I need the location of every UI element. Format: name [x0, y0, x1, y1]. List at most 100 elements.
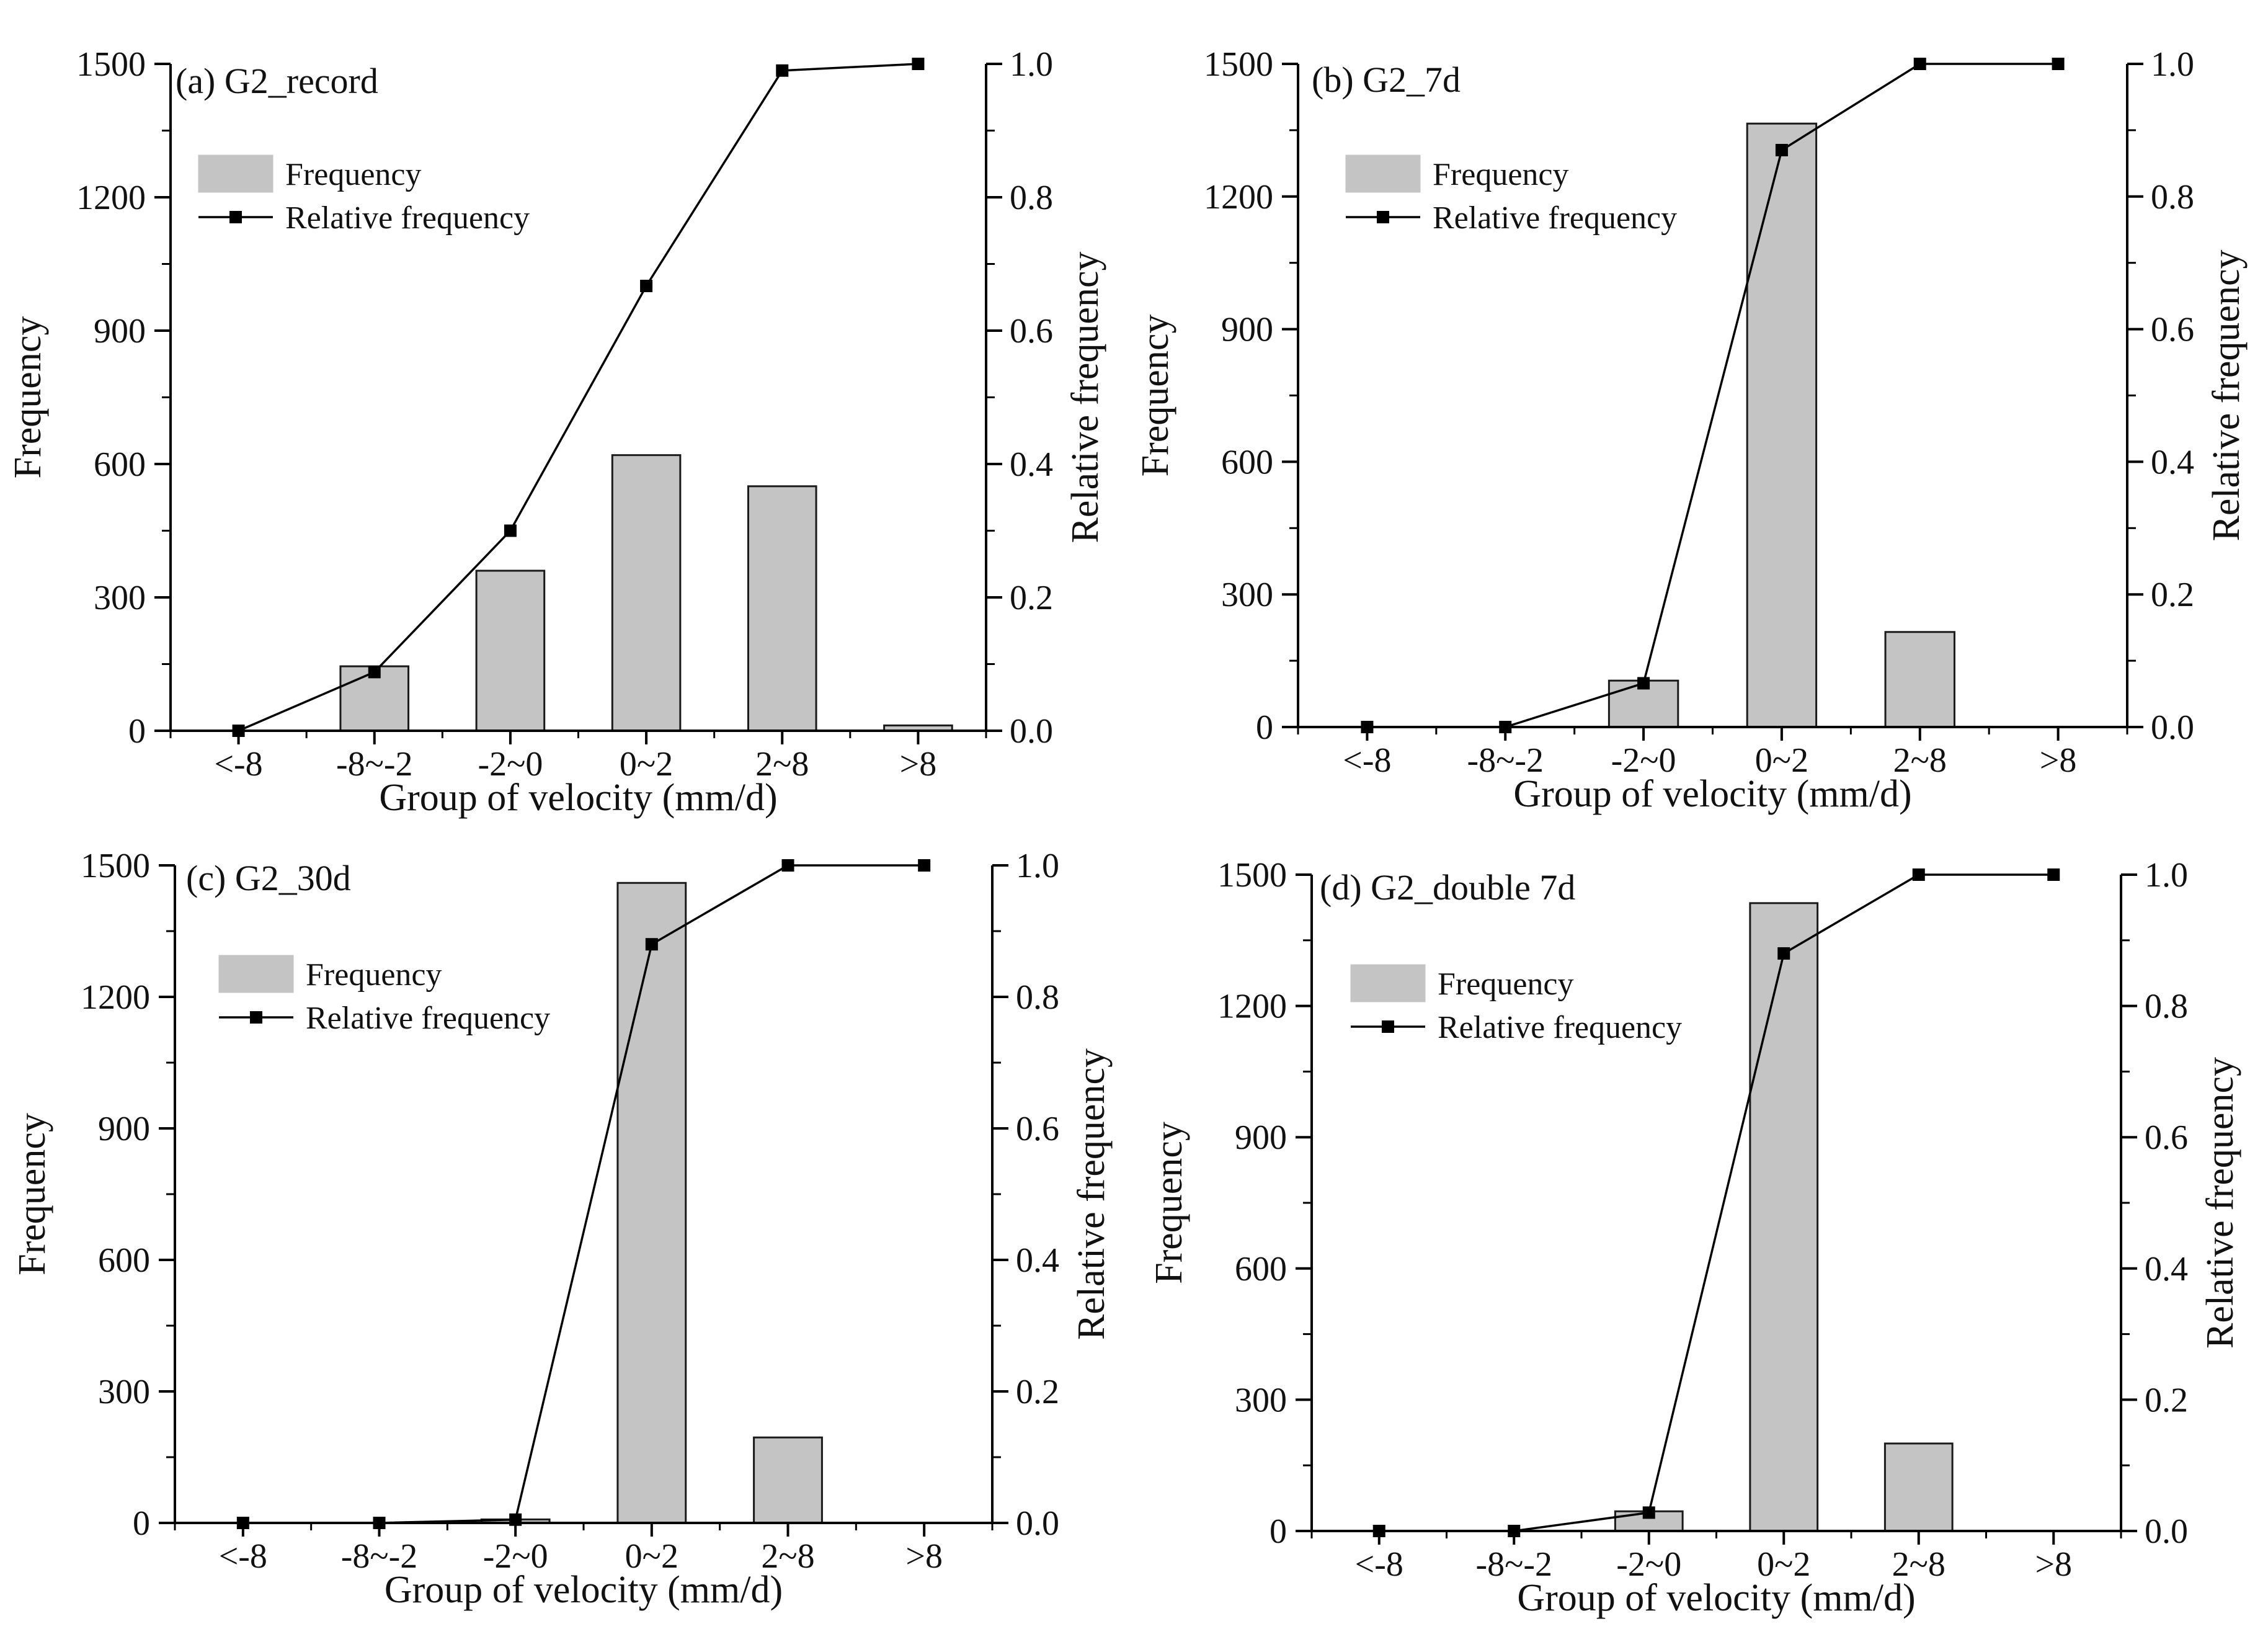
legend-line-marker [1382, 1020, 1394, 1033]
x-axis-title: Group of velocity (mm/d) [1517, 1577, 1915, 1619]
left-tick-label: 600 [1221, 443, 1273, 481]
legend-bar-swatch [1350, 964, 1426, 1002]
left-tick-label: 1500 [1204, 45, 1273, 84]
legend-frequency-label: Frequency [285, 157, 421, 192]
bar-3 [611, 454, 682, 732]
x-tick-label: -8~-2 [1467, 741, 1544, 780]
legend-bar-swatch [1345, 154, 1421, 193]
left-tick-label: 0 [133, 1504, 150, 1543]
x-tick-label: <-8 [214, 745, 262, 783]
panel-title: (d) G2_double 7d [1320, 867, 1575, 908]
x-tick-label: >8 [900, 745, 937, 783]
chart-panel-1: 0 300 600 900 1200 1500 0.0 0.2 0.4 0.6 0.8 1.0 <-8 -… [1134, 45, 2248, 815]
left-tick-label: 0 [1270, 1512, 1287, 1551]
line-marker-2 [504, 524, 517, 537]
left-tick-label: 1200 [81, 978, 150, 1017]
right-tick-label: 0.0 [1010, 712, 1053, 751]
x-tick-label: >8 [2040, 741, 2077, 780]
left-tick-label: 300 [98, 1373, 150, 1411]
left-tick-label: 600 [98, 1241, 150, 1280]
x-axis-title: Group of velocity (mm/d) [1513, 773, 1911, 815]
x-tick-label: 0~2 [1757, 1545, 1810, 1584]
x-tick-label: -8~-2 [1475, 1545, 1552, 1584]
right-tick-label: 1.0 [2145, 856, 2188, 895]
x-tick-label: -2~0 [483, 1537, 548, 1576]
bar-3 [1749, 902, 1819, 1532]
panel-title: (c) G2_30d [186, 858, 351, 898]
right-tick-label: 0.2 [2151, 576, 2194, 614]
right-tick-label: 0.8 [2151, 178, 2194, 216]
x-tick-label: <-8 [219, 1537, 267, 1576]
left-tick-label: 1200 [76, 179, 146, 217]
x-tick-label: -2~0 [1611, 741, 1676, 780]
x-tick-label: <-8 [1343, 741, 1391, 780]
panel-title: (b) G2_7d [1312, 60, 1461, 100]
line-marker-5 [2047, 868, 2060, 881]
line-marker-5 [918, 859, 931, 872]
x-tick-label: 0~2 [1755, 741, 1808, 780]
left-tick-label: 1500 [1217, 856, 1287, 895]
x-tick-label: -8~-2 [341, 1537, 418, 1576]
right-tick-label: 0.4 [1010, 445, 1053, 484]
left-tick-label: 900 [1221, 311, 1273, 349]
chart-panel-3: 0 300 600 900 1200 1500 0.0 0.2 0.4 0.6 0.8 1.0 <-8 -… [1148, 856, 2241, 1619]
left-tick-label: 0 [1256, 708, 1273, 747]
right-tick-label: 0.8 [1016, 978, 1059, 1017]
line-marker-3 [1777, 947, 1790, 960]
left-tick-label: 900 [98, 1110, 150, 1148]
left-tick-label: 600 [94, 445, 146, 484]
panel-title: (a) G2_record [176, 61, 378, 101]
left-tick-label: 1500 [81, 847, 150, 885]
chart-panel-0: 0 300 600 900 1200 1500 0.0 0.2 0.4 0.6 0.8 1.0 <-8 -… [7, 45, 1106, 819]
right-tick-label: 1.0 [2151, 45, 2194, 84]
bar-3 [1746, 122, 1818, 728]
line-marker-1 [368, 666, 381, 679]
y-axis-title: Frequency [7, 316, 49, 479]
y2-axis-title: Relative frequency [1070, 1048, 1113, 1340]
right-tick-label: 0.8 [2145, 988, 2188, 1026]
line-marker-3 [640, 279, 653, 292]
x-tick-label: 0~2 [620, 745, 673, 783]
right-tick-label: 0.6 [1010, 312, 1053, 350]
bar-3 [616, 882, 687, 1524]
bar-4 [753, 1436, 823, 1524]
right-tick-label: 0.6 [2145, 1118, 2188, 1157]
x-axis-title: Group of velocity (mm/d) [379, 777, 777, 819]
legend-line-marker [229, 211, 242, 223]
left-tick-label: 600 [1235, 1250, 1287, 1288]
line-marker-5 [2052, 58, 2065, 70]
right-tick-label: 0.0 [2151, 708, 2194, 747]
bar-4 [1884, 631, 1955, 728]
left-tick-label: 1200 [1204, 178, 1273, 216]
legend-frequency-label: Frequency [1433, 157, 1568, 192]
legend-line-marker [250, 1011, 262, 1024]
line-marker-3 [1775, 143, 1788, 156]
x-tick-label: >8 [905, 1537, 943, 1576]
left-tick-label: 1500 [76, 45, 146, 84]
line-marker-2 [1637, 677, 1650, 690]
y2-axis-title: Relative frequency [2205, 250, 2248, 542]
right-tick-label: 0.2 [2145, 1381, 2188, 1419]
x-tick-label: -2~0 [478, 745, 543, 783]
y2-axis-title: Relative frequency [2199, 1057, 2241, 1349]
right-tick-label: 0.4 [2145, 1250, 2188, 1288]
x-tick-label: -8~-2 [336, 745, 413, 783]
right-tick-label: 0.4 [2151, 443, 2194, 481]
x-tick-label: 2~8 [755, 745, 809, 783]
y-axis-title: Frequency [1148, 1122, 1190, 1284]
x-tick-label: 0~2 [625, 1537, 678, 1576]
legend-frequency-label: Frequency [306, 957, 442, 993]
relative-frequency-line [238, 63, 918, 732]
line-marker-3 [645, 938, 658, 951]
bar-4 [747, 485, 817, 732]
line-marker-2 [1642, 1506, 1655, 1519]
y-axis-title: Frequency [11, 1113, 53, 1275]
legend-relative-label: Relative frequency [1433, 200, 1677, 236]
line-marker-4 [1912, 868, 1925, 881]
x-tick-label: -2~0 [1616, 1545, 1681, 1584]
line-marker-5 [912, 58, 925, 70]
left-tick-label: 900 [94, 312, 146, 350]
x-tick-label: <-8 [1355, 1545, 1403, 1584]
bar-4 [1883, 1442, 1954, 1532]
